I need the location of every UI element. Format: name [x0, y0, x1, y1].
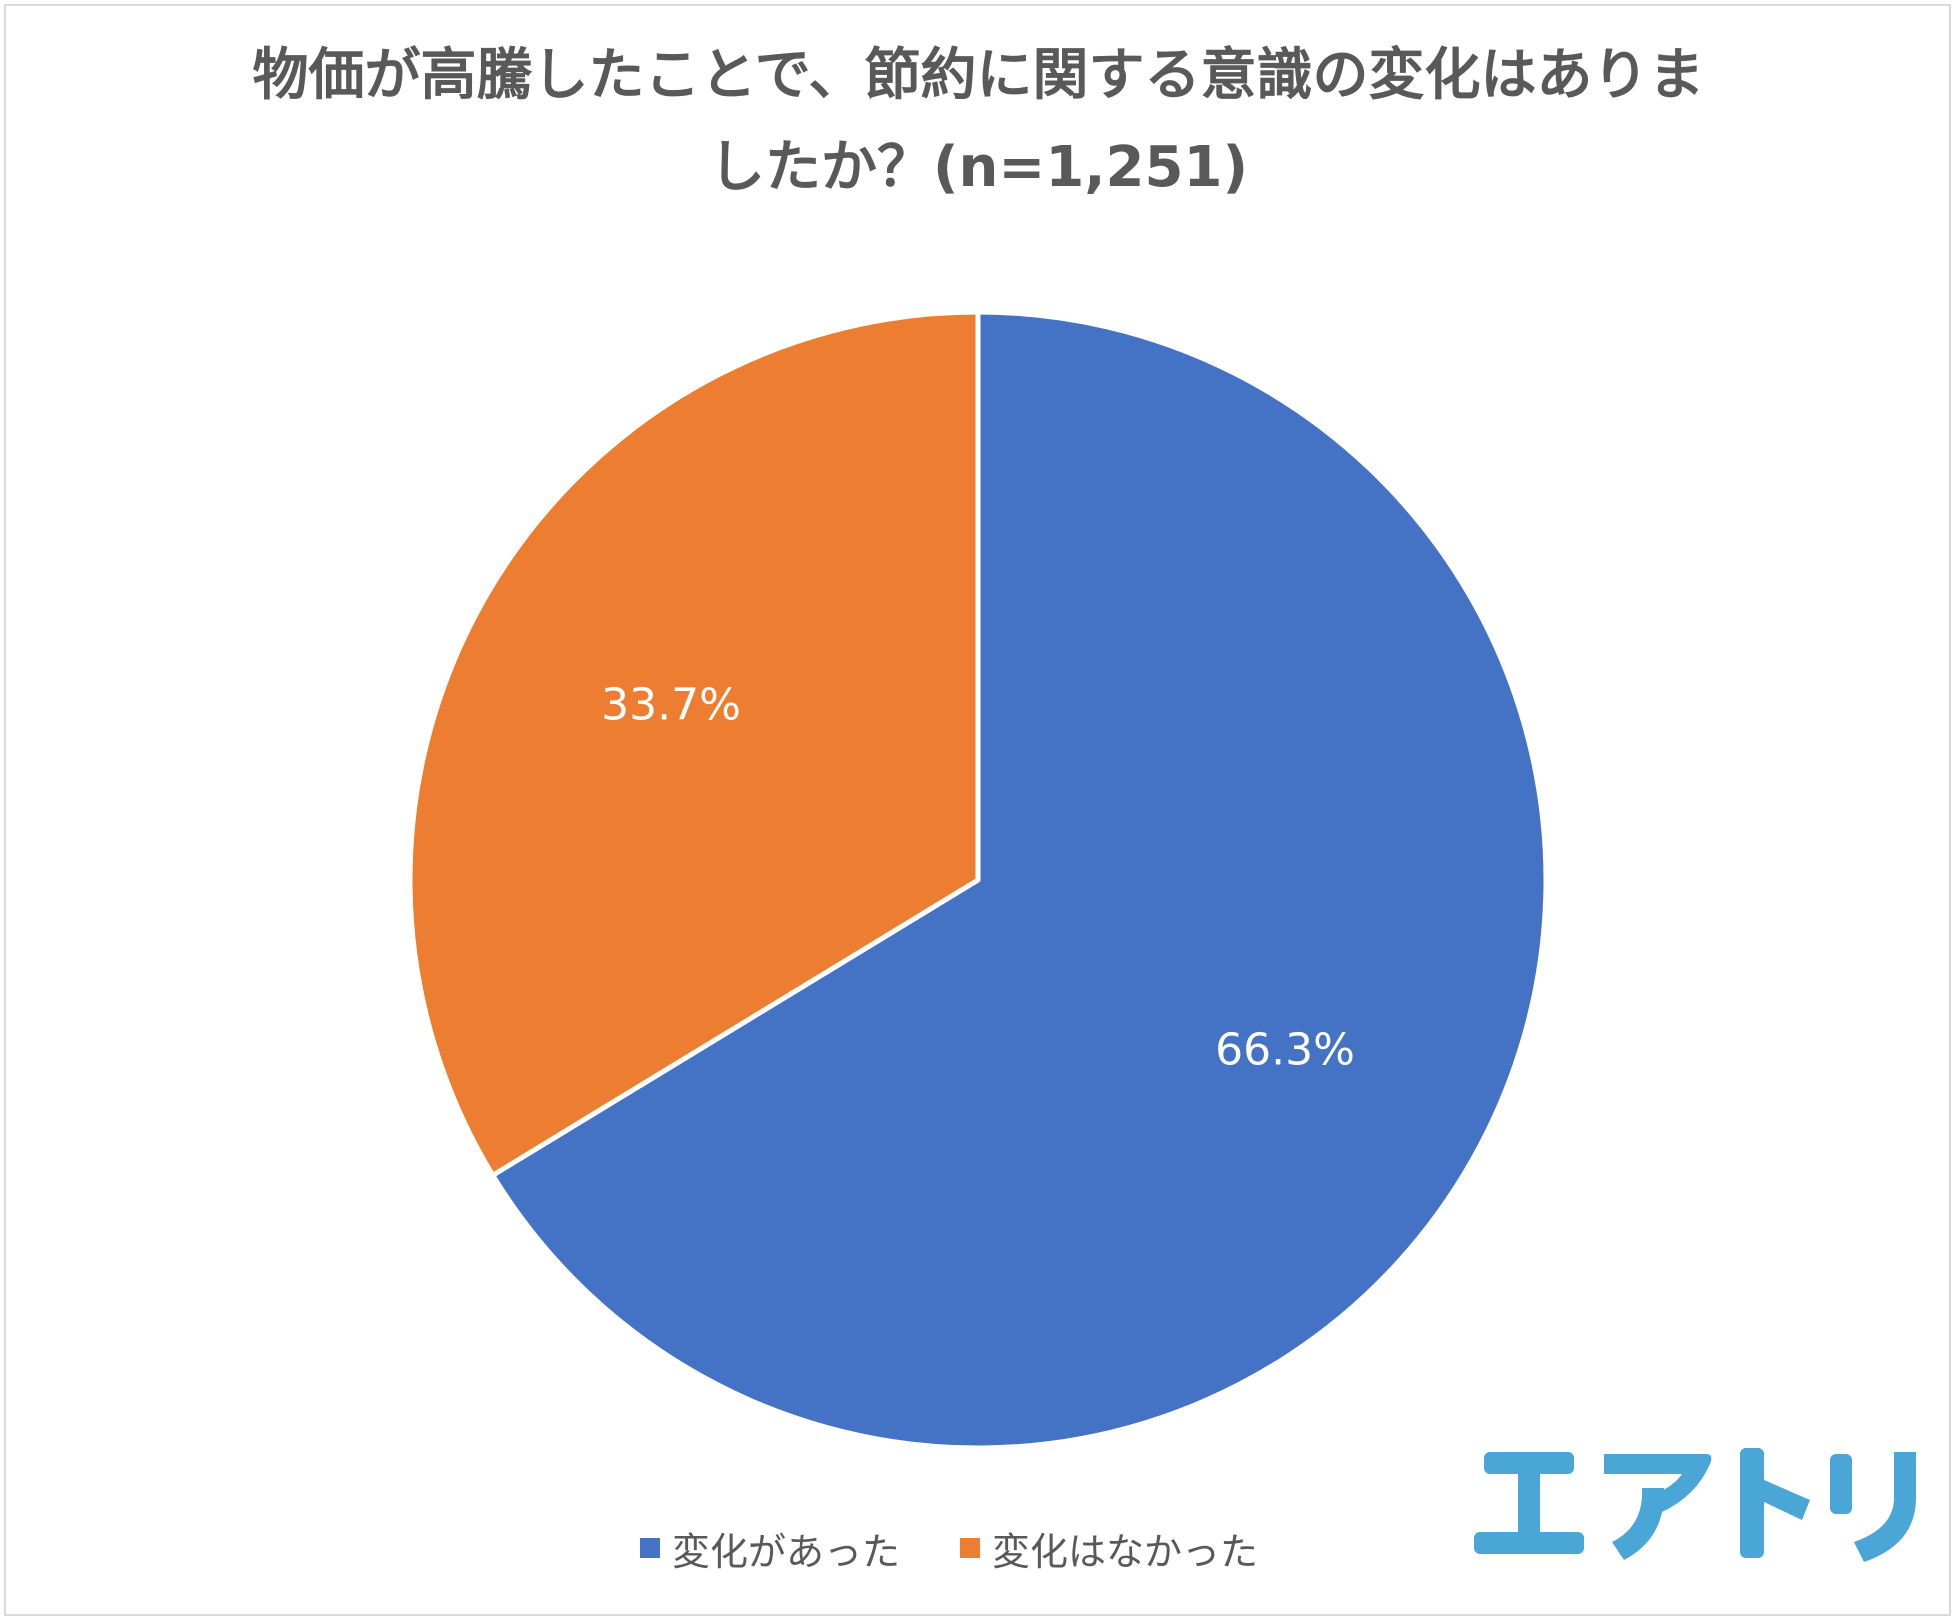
legend-label-unchanged: 変化はなかった [992, 1529, 1259, 1574]
chart-title-line-2: したか？(n=1,251) [708, 135, 1249, 200]
pie-slice-label-0: 66.3% [1215, 1025, 1355, 1076]
chart-title: 物価が高騰したことで、節約に関する意識の変化はありま したか？(n=1,251) [0, 30, 1957, 214]
chart-title-line-1: 物価が高騰したことで、節約に関する意識の変化はありま [252, 43, 1705, 108]
airtrip-logo [1474, 1448, 1916, 1562]
legend: 変化があった 変化はなかった [640, 1518, 1258, 1578]
legend-label-changed: 変化があった [672, 1529, 901, 1574]
pie-slice-1 [407, 309, 981, 1178]
legend-item-changed: 変化があった [640, 1521, 900, 1576]
legend-item-unchanged: 変化はなかった [960, 1521, 1258, 1576]
pie-slices [407, 309, 1549, 1451]
legend-swatch-unchanged [960, 1538, 981, 1558]
pie-slice-label-1: 33.7% [601, 679, 741, 730]
pie-slice-0 [490, 309, 1549, 1451]
pie-slice-labels: 66.3% 33.7% [601, 679, 1355, 1075]
legend-swatch-changed [640, 1538, 660, 1558]
